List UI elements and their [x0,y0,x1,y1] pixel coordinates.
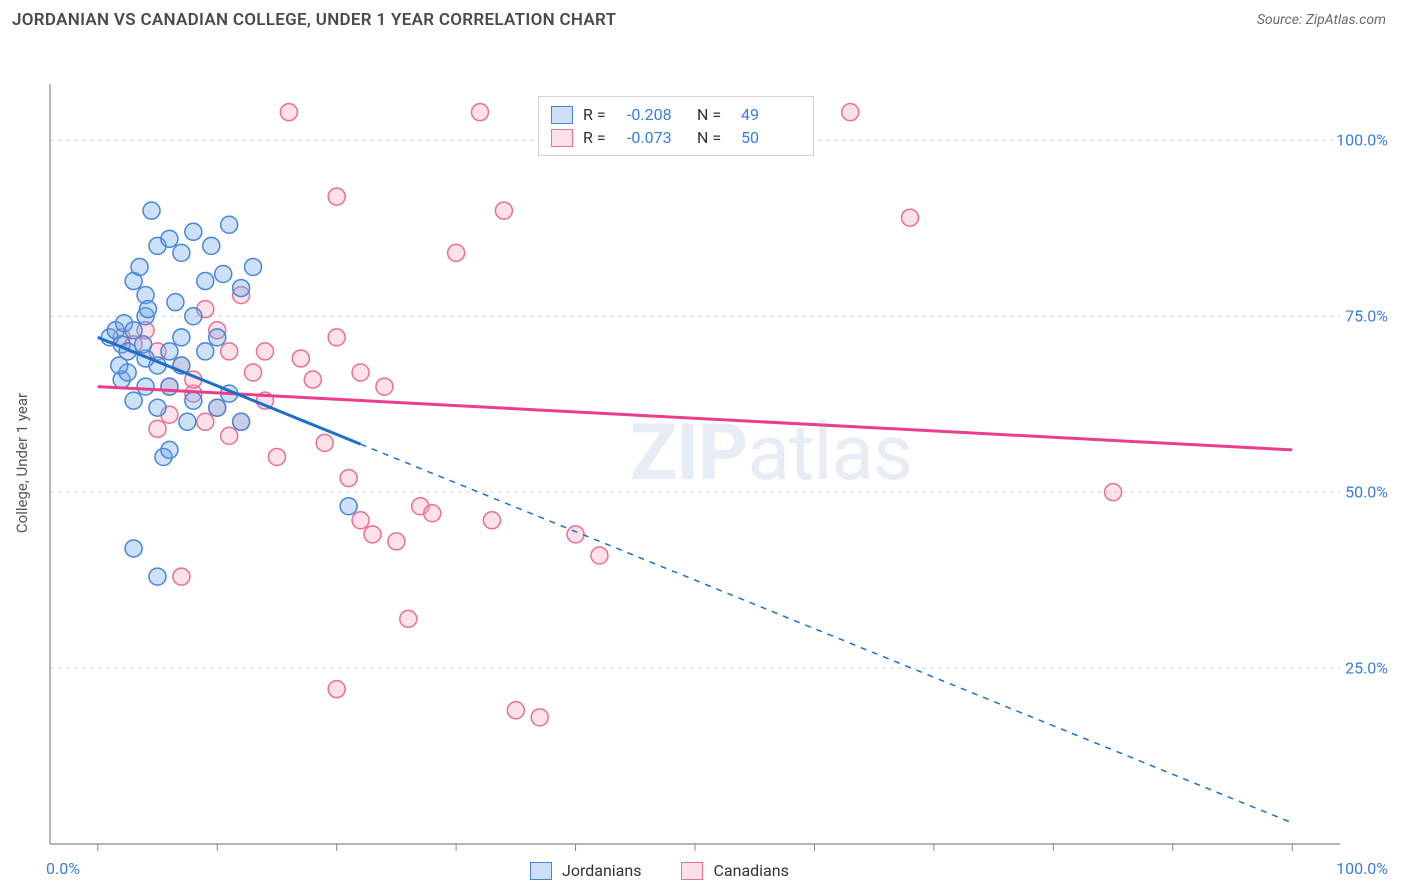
legend-label-jordanians: Jordanians [562,861,641,880]
chart-area: College, Under 1 year ZIPatlas R = -0.20… [0,38,1406,888]
y-axis-label: College, Under 1 year [13,393,31,533]
n-value-jordanians: 49 [741,105,801,124]
scatter-chart [0,38,1406,888]
swatch-jordanians [551,106,573,124]
legend-row-jordanians: R = -0.208 N = 49 [551,103,801,126]
y-axis-tick: 50.0% [1345,483,1388,502]
x-axis-tick-right: 100.0% [1336,859,1388,878]
chart-title: JORDANIAN VS CANADIAN COLLEGE, UNDER 1 Y… [12,10,616,30]
legend-row-canadians: R = -0.073 N = 50 [551,126,801,149]
swatch-canadians-icon [681,862,703,880]
x-axis-tick-left: 0.0% [46,859,80,878]
r-value-jordanians: -0.208 [627,105,687,124]
legend-item-jordanians: Jordanians [530,861,641,880]
legend-label-canadians: Canadians [713,861,788,880]
series-legend: Jordanians Canadians [530,861,789,880]
y-axis-tick: 100.0% [1336,131,1388,150]
chart-source: Source: ZipAtlas.com [1257,12,1386,28]
correlation-legend: R = -0.208 N = 49 R = -0.073 N = 50 [538,96,814,156]
legend-item-canadians: Canadians [681,861,788,880]
y-axis-tick: 75.0% [1345,307,1388,326]
swatch-canadians [551,129,573,147]
y-axis-tick: 25.0% [1345,659,1388,678]
n-value-canadians: 50 [741,128,801,147]
swatch-jordanians-icon [530,862,552,880]
r-value-canadians: -0.073 [627,128,687,147]
